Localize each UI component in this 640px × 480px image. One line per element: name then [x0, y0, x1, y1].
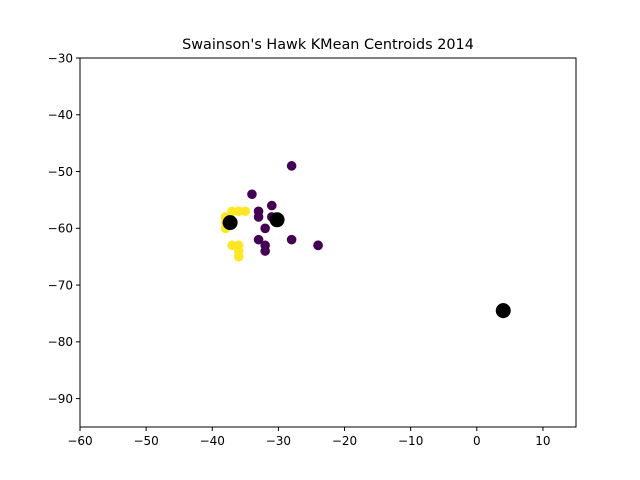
x-tick-label: −40 [200, 434, 225, 448]
x-tick-label: 10 [535, 434, 550, 448]
x-tick-label: −50 [133, 434, 158, 448]
data-point [240, 206, 251, 217]
data-point [260, 246, 270, 256]
data-point [313, 240, 323, 251]
data-point [227, 206, 237, 217]
axes-frame [79, 57, 577, 428]
data-point [247, 189, 257, 200]
axes: −60 −50 −40 −30 −20 −10 0 10 −90 −80 −70 −60 −50 −40 −… [48, 51, 577, 448]
data-point [253, 212, 264, 222]
y-tick-label: −90 [48, 392, 73, 406]
x-tick-label: −30 [266, 434, 291, 448]
x-tick-label: −10 [398, 434, 423, 448]
chart-title: Swainson's Hawk KMean Centroids 2014 [182, 37, 474, 53]
centroid-point [269, 212, 285, 228]
data-point [286, 234, 297, 245]
y-tick-label: −40 [48, 108, 73, 122]
data-point [233, 251, 244, 262]
y-tick-label: −80 [48, 335, 73, 349]
data-point [286, 161, 297, 171]
data-point [233, 206, 244, 217]
x-tick-label: 0 [473, 434, 481, 448]
y-tick-label: −70 [48, 278, 73, 292]
data-point [253, 234, 264, 245]
centroid-point [222, 215, 238, 231]
data-point [266, 200, 277, 211]
centroid-point [495, 303, 511, 319]
x-tick-label: −20 [332, 434, 357, 448]
x-tick-label: −60 [67, 434, 92, 448]
y-tick-label: −50 [48, 165, 73, 179]
data-point [227, 240, 237, 251]
data-point [260, 223, 270, 234]
y-tick-label: −30 [48, 51, 73, 65]
plot-area [220, 161, 511, 319]
y-tick-label: −60 [48, 222, 73, 236]
